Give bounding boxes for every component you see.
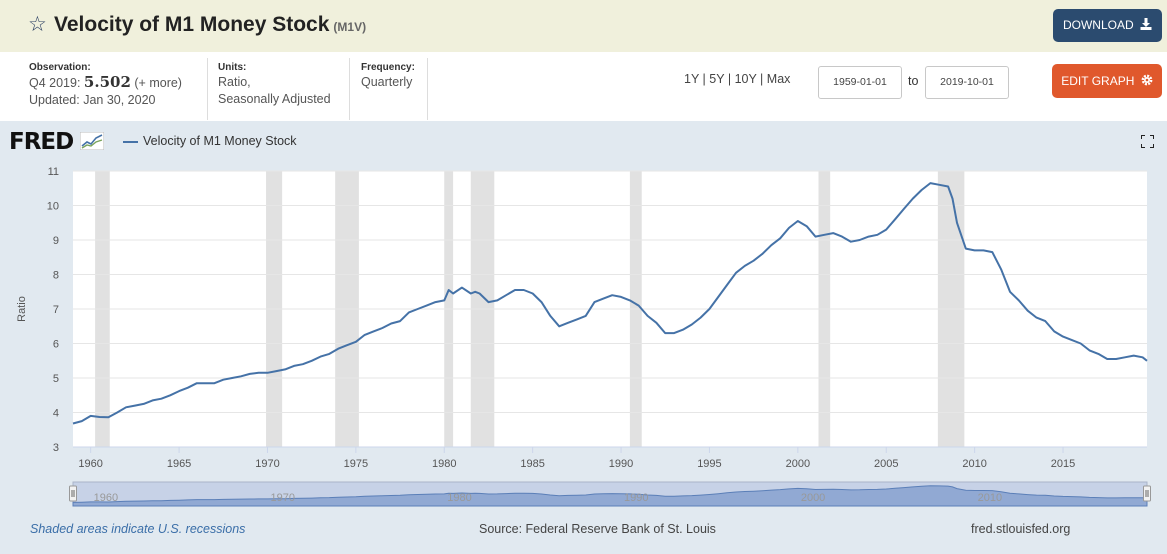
title-bar: ☆ Velocity of M1 Money Stock (M1V) DOWNLO… <box>0 0 1167 52</box>
range-5y[interactable]: 5Y <box>709 72 725 86</box>
download-button[interactable]: DOWNLOAD <box>1053 9 1162 42</box>
x-tick-label: 1985 <box>520 458 544 470</box>
x-tick-label: 1995 <box>697 458 721 470</box>
observation-label: Observation: <box>29 62 91 73</box>
navigator-label: 1960 <box>94 492 118 504</box>
y-tick-label: 8 <box>53 270 59 282</box>
navigator-series <box>72 485 1148 507</box>
x-tick-label: 1960 <box>78 458 102 470</box>
download-icon <box>1140 18 1152 30</box>
site-link[interactable]: fred.stlouisfed.org <box>971 522 1071 536</box>
edit-graph-label: EDIT GRAPH <box>1061 74 1135 88</box>
x-tick-label: 1990 <box>609 458 633 470</box>
navigator-label: 2010 <box>978 492 1002 504</box>
x-tick-label: 1965 <box>167 458 191 470</box>
observation-period: Q4 2019: <box>29 76 81 90</box>
legend-swatch <box>123 141 138 143</box>
y-tick-label: 10 <box>47 201 59 213</box>
divider <box>427 58 428 120</box>
range-1y[interactable]: 1Y <box>684 72 700 86</box>
observation-line: Q4 2019: 5.502 (+ more) <box>29 74 182 92</box>
units-block: Units: Ratio, Seasonally Adjusted <box>218 61 331 108</box>
end-date-input[interactable]: 2019-10-01 <box>925 66 1009 99</box>
frequency-value: Quarterly <box>361 75 413 89</box>
y-tick-label: 3 <box>53 442 59 454</box>
y-axis-title: Ratio <box>16 296 28 322</box>
navigator-handle-right[interactable] <box>1143 485 1151 502</box>
legend-label: Velocity of M1 Money Stock <box>143 134 297 148</box>
y-tick-label: 9 <box>53 235 59 247</box>
x-tick-label: 1970 <box>255 458 279 470</box>
y-tick-label: 4 <box>53 408 59 420</box>
updated-date: Updated: Jan 30, 2020 <box>29 93 156 107</box>
units-line-1: Ratio, <box>218 75 251 89</box>
x-tick-label: 2010 <box>962 458 986 470</box>
recession-note: Shaded areas indicate U.S. recessions <box>30 522 246 536</box>
divider <box>207 58 208 120</box>
navigator-label: 1990 <box>624 492 648 504</box>
navigator-label: 1970 <box>270 492 294 504</box>
observation-value: 5.502 <box>83 73 131 91</box>
range-selector: 1Y | 5Y | 10Y | Max <box>684 72 791 86</box>
x-tick-label: 2000 <box>786 458 810 470</box>
to-label: to <box>908 74 919 88</box>
y-tick-label: 7 <box>53 304 59 316</box>
navigator-label: 1980 <box>447 492 471 504</box>
page-title: Velocity of M1 Money Stock (M1V) <box>54 13 366 37</box>
observation-block: Observation: Q4 2019: 5.502 (+ more) Upd… <box>29 61 182 109</box>
download-label: DOWNLOAD <box>1062 18 1134 32</box>
range-max[interactable]: Max <box>766 72 791 86</box>
units-label: Units: <box>218 62 247 73</box>
frequency-label: Frequency: <box>361 62 415 73</box>
x-tick-label: 1980 <box>432 458 456 470</box>
range-10y[interactable]: 10Y <box>734 72 757 86</box>
start-date-input[interactable]: 1959-01-01 <box>818 66 902 99</box>
x-tick-label: 2015 <box>1051 458 1075 470</box>
observation-more-link[interactable]: (+ more) <box>134 76 182 90</box>
x-tick-label: 1975 <box>344 458 368 470</box>
units-line-2: Seasonally Adjusted <box>218 92 331 106</box>
series-title: Velocity of M1 Money Stock <box>54 13 330 36</box>
fred-logo-text: FRED <box>9 129 74 155</box>
divider <box>349 58 350 120</box>
y-tick-label: 11 <box>48 166 59 178</box>
y-tick-label: 5 <box>53 373 59 385</box>
frequency-block: Frequency: Quarterly <box>361 61 415 91</box>
navigator-label: 2000 <box>801 492 825 504</box>
series-meta-bar: Observation: Q4 2019: 5.502 (+ more) Upd… <box>0 52 1167 121</box>
edit-graph-button[interactable]: EDIT GRAPH <box>1052 64 1162 98</box>
series-line <box>72 182 1148 425</box>
source-text: Source: Federal Reserve Bank of St. Loui… <box>479 522 716 536</box>
fred-logo: FRED <box>9 129 105 155</box>
gear-icon <box>1141 74 1153 86</box>
series-id: (M1V) <box>333 20 367 34</box>
y-tick-label: 6 <box>53 339 59 351</box>
x-tick-label: 2005 <box>874 458 898 470</box>
star-icon[interactable]: ☆ <box>28 13 47 36</box>
chart: 3 4 5 6 7 8 9 10 11 1960 1965 1970 1975 1980 1985 1990… <box>16 166 1151 507</box>
fred-logo-graph-icon <box>79 131 105 151</box>
navigator-handle-left[interactable] <box>69 485 77 502</box>
